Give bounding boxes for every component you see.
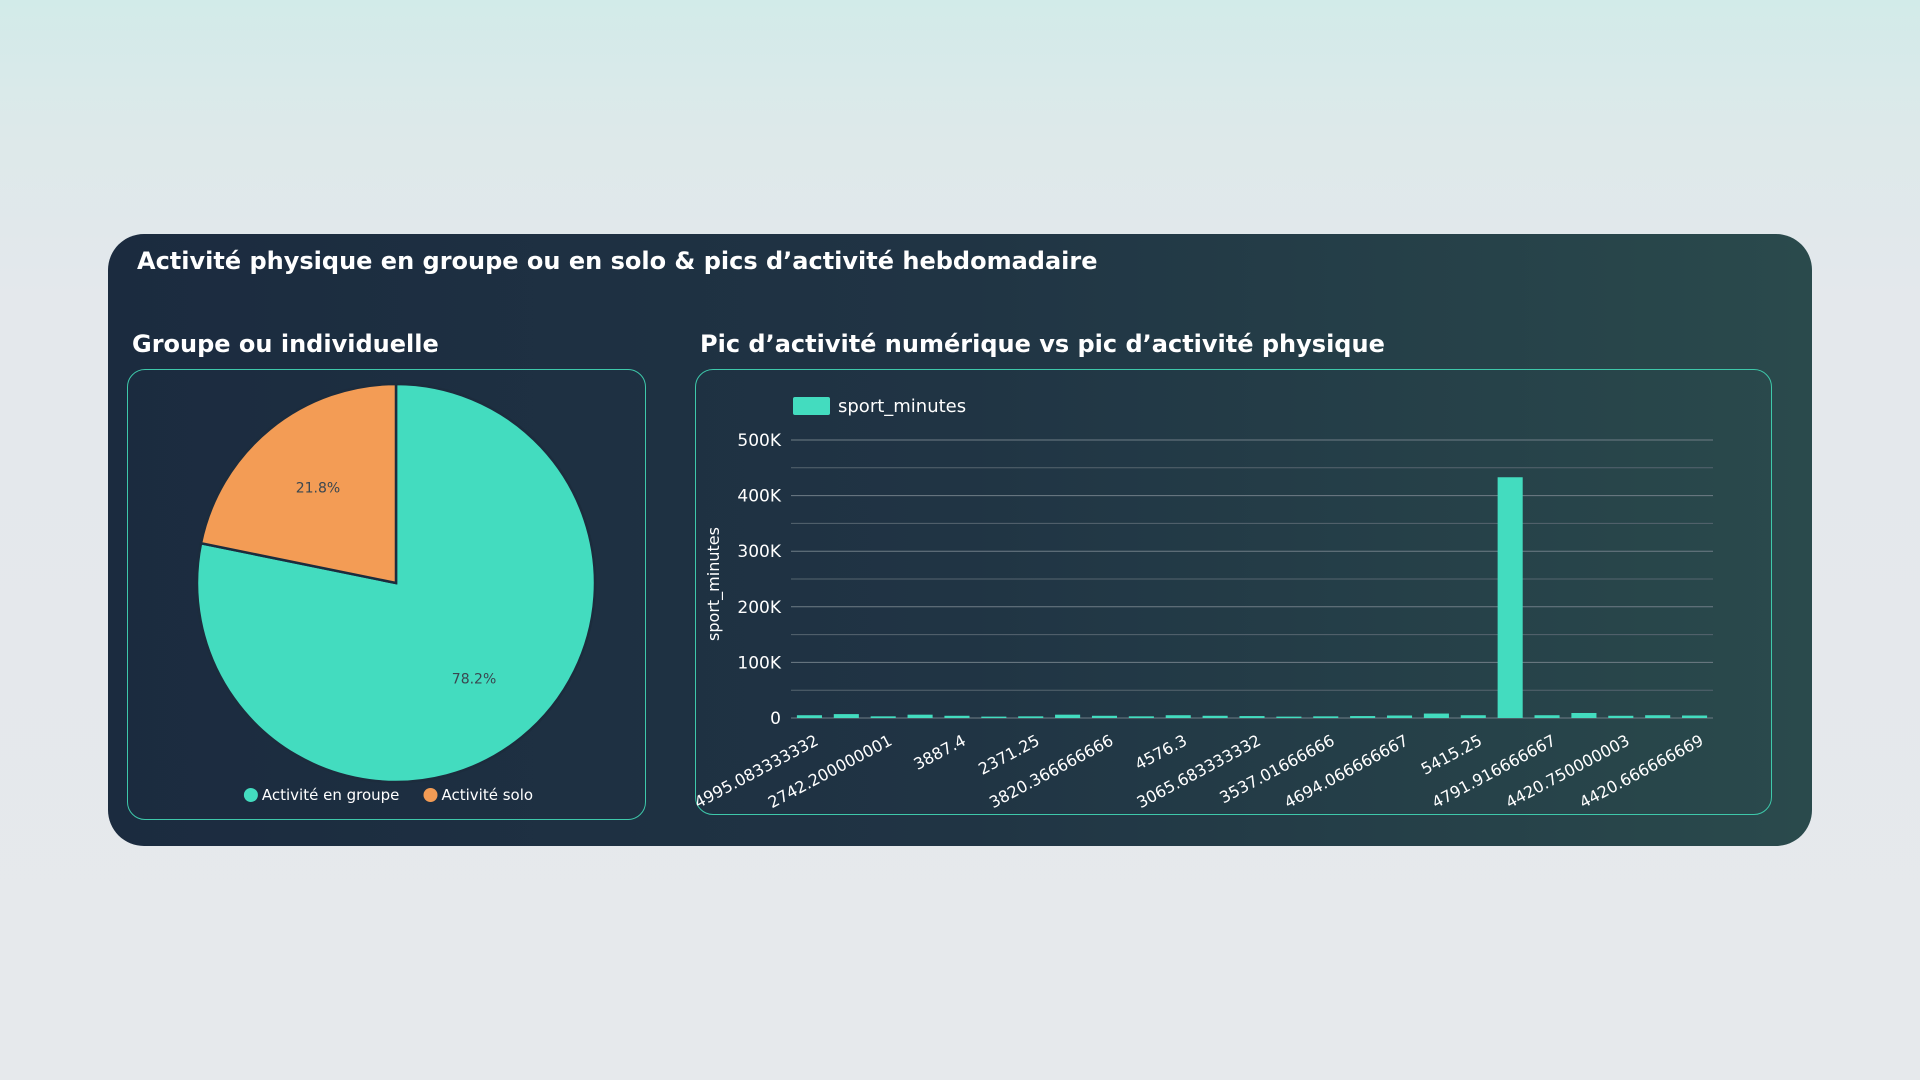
bar [944,715,970,718]
bar-section-title: Pic d’activité numérique vs pic d’activi… [700,330,1385,358]
dashboard-title: Activité physique en groupe ou en solo &… [137,247,1098,275]
y-tick-label: 400K [737,487,781,507]
bar [1128,716,1154,718]
pie-legend-label: Activité solo [442,786,534,804]
pie-section-title: Groupe ou individuelle [132,330,439,358]
y-axis-label: sport_minutes [704,527,724,641]
x-tick-label: 4576.3 [1132,731,1190,774]
bar-legend: sport_minutes [793,396,966,417]
x-tick-label: 3820.366666666 [986,731,1116,812]
bar [1460,715,1486,718]
bar [1497,477,1523,718]
legend-marker [793,397,830,415]
pie-chart: 78.2% 21.8% Activité en groupe Activité sol… [195,382,597,804]
legend-marker [423,788,438,802]
bar [1423,713,1449,718]
bar [1534,715,1560,718]
bar [870,716,896,718]
bar [981,716,1007,718]
x-tick-label: 3887.4 [910,731,968,774]
x-tick-label: 2742.200000001 [765,731,895,812]
y-tick-label: 0 [770,709,781,729]
bar [1350,716,1376,718]
pie-slice [199,382,398,585]
bar [1313,716,1339,718]
bar [833,714,859,718]
bar-panel: sport_minutes 0 100K 200K 300K 400K 500K sport_… [691,369,1772,815]
bar [1018,716,1044,718]
bar [1386,715,1413,718]
bar [1165,715,1191,718]
y-tick-label: 200K [737,598,781,618]
bar [1239,716,1265,718]
bar-chart: sport_minutes 0 100K 200K 300K 400K 500K sport_… [691,396,1713,812]
x-tick-label: 4694.066666667 [1281,731,1411,812]
bar [1608,715,1634,718]
x-tick-label: 3065.683333332 [1134,731,1264,812]
legend-marker [243,788,258,802]
x-tick-label: 4420.750000003 [1502,731,1632,812]
y-tick-label: 100K [737,653,781,673]
pie-slice-label: 21.8% [296,480,340,496]
x-tick-label: 4995.083333332 [696,731,821,812]
bar [1645,715,1671,718]
pie-panel: 78.2% 21.8% Activité en groupe Activité sol… [127,369,646,820]
x-tick-label: 4791.916666667 [1429,731,1559,812]
bar [1682,715,1708,718]
bar [1202,715,1228,718]
bar [1571,712,1597,718]
x-tick-label: 4420.666666669 [1576,731,1706,812]
pie-legend-label: Activité en groupe [262,786,400,804]
bar [907,714,933,718]
bar [1091,715,1118,718]
pie-slice-label: 78.2% [452,672,496,688]
dashboard-card: Activité physique en groupe ou en solo &… [108,234,1812,846]
bar-legend-label: sport_minutes [838,396,966,417]
y-tick-label: 500K [737,431,781,451]
bar [796,715,822,718]
bar [1055,714,1081,718]
bar [1276,716,1302,718]
y-tick-label: 300K [737,542,781,562]
